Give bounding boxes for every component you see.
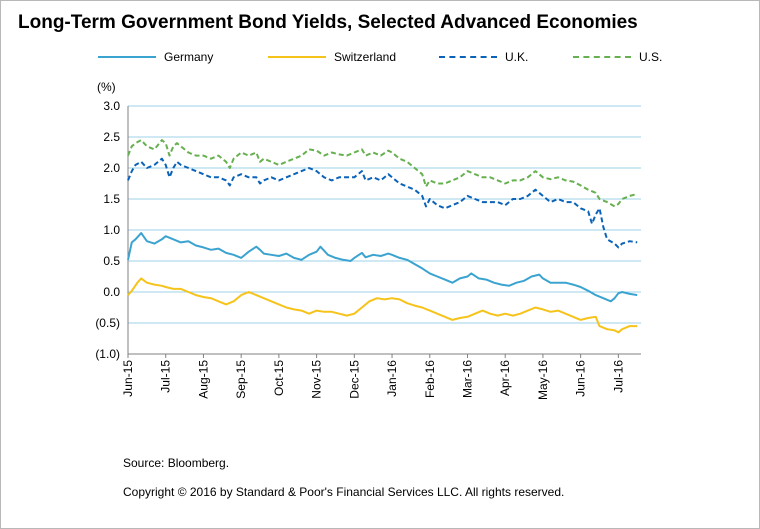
legend-swatch-germany [98, 56, 156, 58]
copyright-note: Copyright © 2016 by Standard & Poor's Fi… [123, 485, 565, 499]
legend-label-us: U.S. [639, 50, 663, 64]
x-tick-label: Jul-16 [611, 360, 625, 393]
legend-label-switzerland: Switzerland [334, 50, 397, 64]
source-note: Source: Bloomberg. [123, 456, 230, 470]
x-tick-label: Nov-15 [310, 360, 324, 399]
legend-germany: Germany [98, 49, 213, 65]
y-axis-unit-label: (%) [97, 80, 116, 94]
series-line-uk [127, 157, 638, 249]
chart-title: Long-Term Government Bond Yields, Select… [18, 12, 638, 33]
legend-switzerland: Switzerland [268, 49, 396, 65]
y-tick-label: 2.0 [103, 161, 120, 175]
legend-swatch-us [573, 56, 631, 58]
legend-swatch-switzerland [268, 56, 326, 58]
y-tick-label: 3.0 [103, 99, 120, 113]
y-tick-label: (1.0) [95, 347, 120, 361]
x-tick-label: Jul-15 [159, 360, 173, 393]
y-tick-label: 0.0 [103, 285, 120, 299]
x-tick-label: Apr-16 [498, 360, 512, 396]
series-line-germany [127, 232, 638, 303]
legend-label-germany: Germany [164, 50, 214, 64]
legend-label-uk: U.K. [505, 50, 529, 64]
y-tick-label: 2.5 [103, 130, 120, 144]
x-tick-label: Jun-15 [121, 360, 135, 397]
y-tick-label: 1.0 [103, 223, 120, 237]
x-tick-label: Dec-15 [347, 360, 361, 399]
series-line-switzerland [127, 277, 638, 334]
x-tick-label: Feb-16 [423, 360, 437, 398]
y-tick-label: (0.5) [95, 316, 120, 330]
x-tick-label: Oct-15 [272, 360, 286, 396]
y-tick-label: 0.5 [103, 254, 120, 268]
y-tick-label: 1.5 [103, 192, 120, 206]
x-tick-label: Sep-15 [234, 360, 248, 399]
legend-swatch-uk [439, 56, 497, 58]
x-tick-label: Jun-16 [574, 360, 588, 397]
x-tick-label: Aug-15 [196, 360, 210, 399]
legend-uk: U.K. [439, 49, 528, 65]
x-tick-label: Jan-16 [385, 360, 399, 397]
series-line-us [127, 139, 638, 208]
x-tick-label: Mar-16 [460, 360, 474, 398]
legend-us: U.S. [573, 49, 662, 65]
x-tick-label: May-16 [536, 360, 550, 400]
